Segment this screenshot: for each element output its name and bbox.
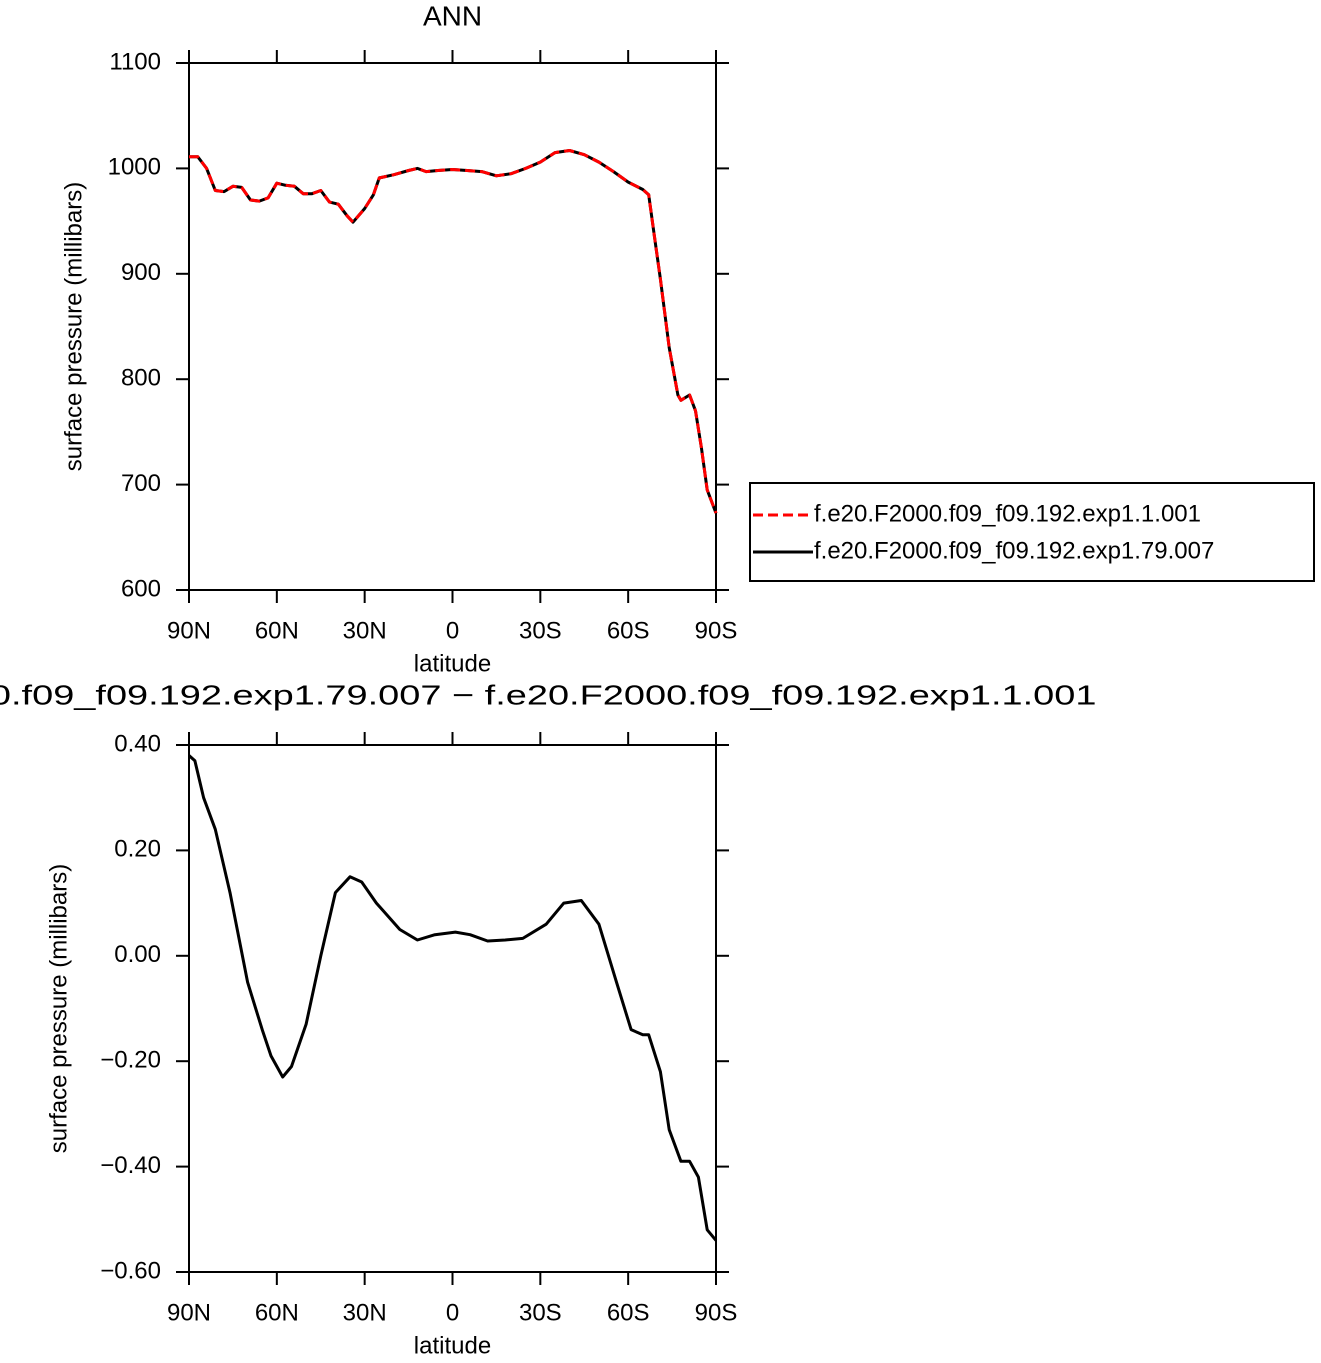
x-tick-label: 30N	[343, 1299, 387, 1326]
legend-box	[749, 482, 1315, 582]
y-tick-label: 600	[121, 575, 161, 602]
x-axis-label: latitude	[414, 1332, 491, 1359]
x-tick-label: 60S	[607, 617, 650, 644]
x-tick-label: 90S	[695, 617, 738, 644]
data-line	[189, 149, 718, 514]
data-line	[189, 149, 718, 514]
y-tick-label: 800	[121, 365, 161, 392]
x-tick-label: 90N	[167, 617, 211, 644]
plot-frame	[188, 62, 717, 591]
y-tick-label: 1000	[108, 154, 161, 181]
chart-title: f.e20.F2000.f09_f09.192.exp1.79.007 − f.…	[0, 679, 1097, 710]
chart-title: ANN	[423, 0, 482, 31]
y-tick-label: 700	[121, 470, 161, 497]
x-tick-label: 0	[446, 617, 459, 644]
y-tick-label: −0.60	[100, 1257, 161, 1284]
x-tick-label: 90S	[695, 1299, 738, 1326]
plot-frame	[188, 744, 717, 1273]
y-axis-label: surface pressure (millibars)	[45, 864, 72, 1153]
x-tick-label: 90N	[167, 1299, 211, 1326]
x-tick-label: 30S	[519, 617, 562, 644]
y-tick-label: 0.00	[114, 941, 161, 968]
x-tick-label: 0	[446, 1299, 459, 1326]
y-tick-label: 1100	[109, 48, 161, 75]
y-axis-label: surface pressure (millibars)	[60, 182, 87, 471]
x-tick-label: 60N	[255, 617, 299, 644]
x-tick-label: 30S	[519, 1299, 562, 1326]
legend-label: f.e20.F2000.f09_f09.192.exp1.79.007	[814, 537, 1214, 564]
x-tick-label: 60S	[607, 1299, 650, 1326]
x-tick-label: 60N	[255, 1299, 299, 1326]
x-tick-label: 30N	[343, 617, 387, 644]
y-tick-label: −0.40	[100, 1152, 161, 1179]
y-tick-label: 900	[121, 259, 161, 286]
y-tick-label: 0.20	[114, 836, 161, 863]
data-line	[187, 754, 718, 1242]
legend-label: f.e20.F2000.f09_f09.192.exp1.1.001	[814, 500, 1201, 527]
y-tick-label: 0.40	[114, 730, 161, 757]
y-tick-label: −0.20	[100, 1047, 161, 1074]
x-axis-label: latitude	[414, 650, 491, 677]
